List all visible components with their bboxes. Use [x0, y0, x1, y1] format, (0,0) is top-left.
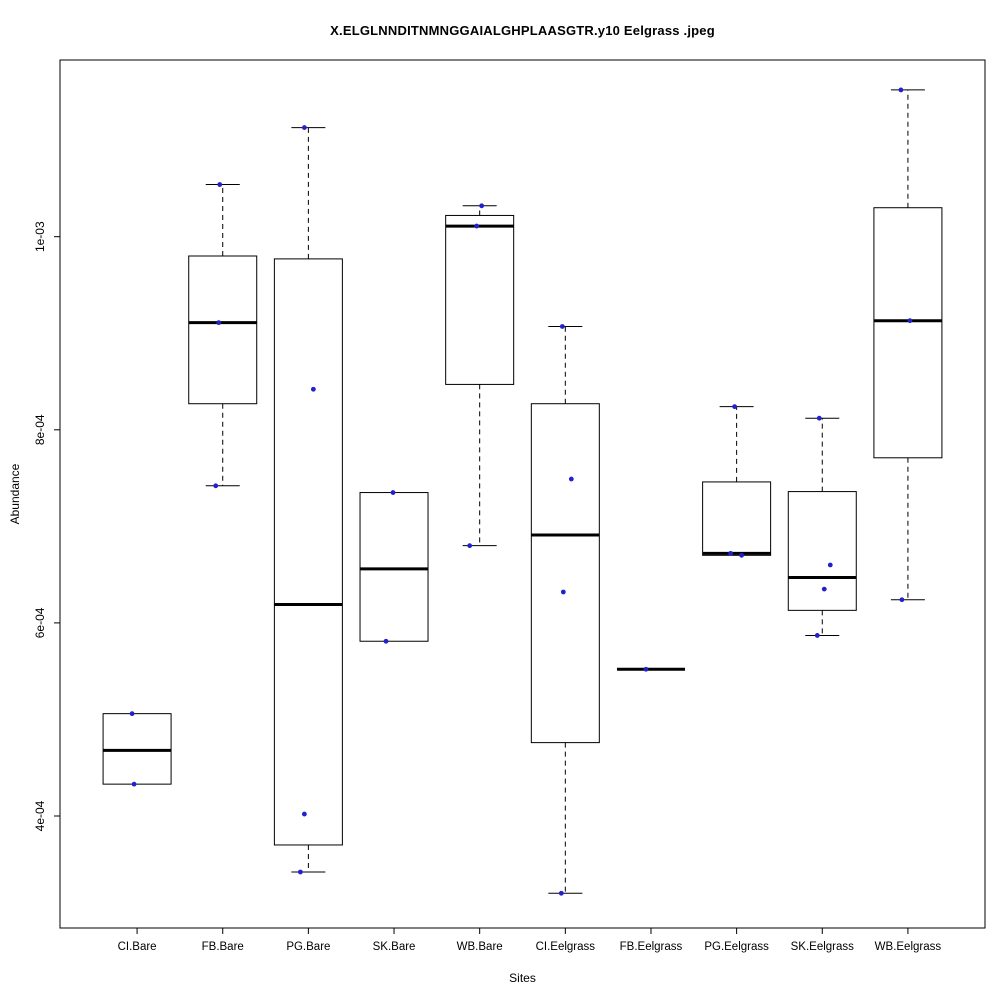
data-point: [213, 483, 219, 489]
data-point: [568, 476, 574, 482]
box: [787, 491, 857, 611]
data-point: [297, 869, 303, 875]
data-point: [728, 550, 734, 556]
box: [530, 403, 600, 744]
data-point: [732, 404, 738, 410]
data-point: [474, 223, 480, 229]
x-tick-label: CI.Eelgrass: [536, 941, 596, 953]
plot-border: [59, 59, 986, 929]
data-point: [301, 125, 307, 130]
y-tick-label: 4e-04: [33, 800, 47, 831]
data-point: [899, 597, 905, 603]
box: [702, 481, 772, 556]
x-tick-label: SK.Bare: [373, 941, 416, 953]
data-point: [816, 415, 822, 421]
data-point: [559, 324, 565, 329]
data-point: [301, 811, 307, 817]
data-point: [479, 203, 485, 209]
data-point: [216, 320, 222, 326]
chart-title: X.ELGLNNDITNMNGGAIALGHPLAASGTR.y10 Eelgr…: [330, 23, 715, 38]
box: [359, 492, 429, 642]
y-tick-label: 8e-04: [33, 414, 47, 445]
data-point: [821, 586, 827, 592]
data-point: [131, 781, 137, 787]
y-tick-label: 1e-03: [33, 221, 47, 252]
data-point: [390, 490, 396, 495]
x-tick-label: SK.Eelgrass: [791, 941, 855, 953]
x-tick-label: WB.Bare: [457, 941, 503, 953]
data-point: [898, 87, 904, 93]
data-point: [560, 589, 566, 595]
box: [273, 258, 343, 846]
data-point: [907, 318, 913, 324]
x-tick-label: FB.Bare: [202, 941, 244, 953]
data-point: [558, 890, 564, 896]
data-point: [310, 386, 316, 392]
data-point: [739, 552, 745, 558]
box: [188, 255, 258, 405]
data-point: [827, 562, 833, 568]
data-point: [643, 666, 649, 672]
data-point: [467, 543, 473, 549]
data-point: [383, 638, 389, 644]
x-tick-label: FB.Eelgrass: [620, 941, 683, 953]
box: [873, 207, 943, 459]
x-axis-label: Sites: [509, 971, 536, 985]
x-tick-label: CI.Bare: [118, 941, 157, 953]
box: [445, 214, 515, 385]
x-tick-label: PG.Bare: [286, 941, 330, 953]
data-point: [814, 633, 820, 638]
data-point: [129, 711, 135, 717]
y-tick-label: 6e-04: [33, 607, 47, 638]
data-point: [217, 182, 223, 187]
x-tick-label: PG.Eelgrass: [704, 941, 769, 953]
x-tick-label: WB.Eelgrass: [875, 941, 942, 953]
